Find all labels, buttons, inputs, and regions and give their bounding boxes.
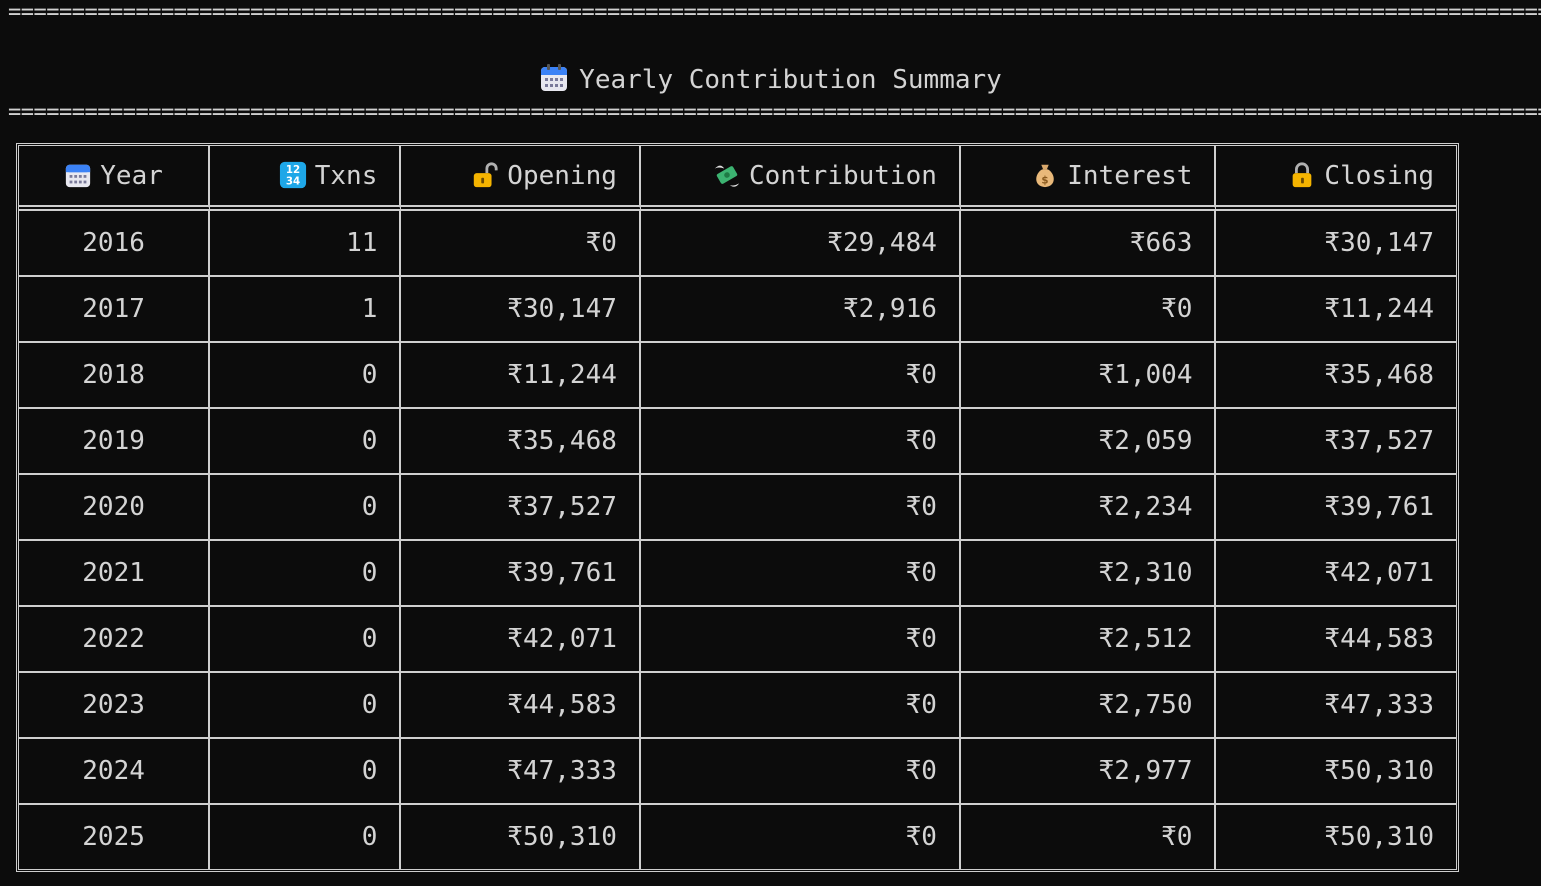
cell-closing: ₹30,147 <box>1216 211 1456 277</box>
table-row: 2022 0 ₹42,071 ₹0 ₹2,512 ₹44,583 <box>19 607 1456 673</box>
cell-year: 2019 <box>19 409 211 475</box>
cell-interest: ₹1,004 <box>960 343 1217 409</box>
cell-year: 2020 <box>19 475 211 541</box>
cell-year: 2022 <box>19 607 211 673</box>
cell-contribution: ₹0 <box>640 541 961 607</box>
table-row: 2020 0 ₹37,527 ₹0 ₹2,234 ₹39,761 <box>19 475 1456 541</box>
cell-contribution: ₹0 <box>640 673 961 739</box>
cell-txns: 0 <box>210 409 402 475</box>
cell-txns: 0 <box>210 541 402 607</box>
table-row: 2019 0 ₹35,468 ₹0 ₹2,059 ₹37,527 <box>19 409 1456 475</box>
column-label-interest: Interest <box>1067 160 1193 191</box>
cell-opening: ₹44,583 <box>401 673 641 739</box>
cell-interest: ₹2,234 <box>960 475 1217 541</box>
cell-contribution: ₹0 <box>640 343 961 409</box>
column-label-year: Year <box>100 160 163 191</box>
unlocked-padlock-icon <box>474 161 498 187</box>
cell-closing: ₹47,333 <box>1216 673 1456 739</box>
cell-txns: 0 <box>210 343 402 409</box>
cell-year: 2025 <box>19 805 211 869</box>
locked-padlock-icon <box>1293 161 1312 187</box>
cell-closing: ₹11,244 <box>1216 277 1456 343</box>
cell-year: 2024 <box>19 739 211 805</box>
cell-year: 2021 <box>19 541 211 607</box>
table-row: 2023 0 ₹44,583 ₹0 ₹2,750 ₹47,333 <box>19 673 1456 739</box>
cell-closing: ₹50,310 <box>1324 822 1434 852</box>
svg-text:12: 12 <box>286 164 300 176</box>
column-header-contribution: Contribution <box>640 146 961 211</box>
cell-interest: ₹0 <box>961 805 1217 869</box>
cell-txns: 0 <box>210 739 402 805</box>
cell-interest: ₹2,750 <box>960 673 1217 739</box>
column-label-contribution: Contribution <box>749 160 937 191</box>
cell-year: 2016 <box>19 211 211 277</box>
cell-contribution: ₹29,484 <box>640 211 961 277</box>
table-row: 2017 1 ₹30,147 ₹2,916 ₹0 ₹11,244 <box>19 277 1456 343</box>
money-bag-icon: $ <box>1036 164 1054 187</box>
calendar-icon <box>66 164 91 187</box>
cell-txns: 0 <box>210 475 402 541</box>
cell-opening: ₹50,310 <box>401 805 641 869</box>
page-title: Yearly Contribution Summary <box>0 62 1541 103</box>
table-row: 2021 0 ₹39,761 ₹0 ₹2,310 ₹42,071 <box>19 541 1456 607</box>
cell-opening: ₹0 <box>401 211 641 277</box>
title-text: Yearly Contribution Summary <box>579 65 1002 95</box>
cell-year: 2018 <box>19 343 211 409</box>
cell-contribution: ₹2,916 <box>640 277 961 343</box>
cell-interest: ₹2,059 <box>960 409 1217 475</box>
cell-closing: ₹50,310 <box>1216 739 1456 805</box>
cell-closing: ₹37,527 <box>1216 409 1456 475</box>
svg-text:34: 34 <box>286 175 300 187</box>
cell-txns: 0 <box>210 673 402 739</box>
contribution-table: Year 12 34 Txns Opening <box>16 143 1459 872</box>
cell-opening: ₹39,761 <box>401 541 641 607</box>
svg-text:$: $ <box>1042 174 1049 186</box>
cell-interest: ₹2,310 <box>960 541 1217 607</box>
column-header-closing: Closing <box>1216 146 1456 211</box>
cell-contribution: ₹0 <box>640 607 961 673</box>
column-header-opening: Opening <box>401 146 641 211</box>
calendar-icon <box>539 63 569 103</box>
cell-contribution: ₹0 <box>640 475 961 541</box>
cell-opening: ₹42,071 <box>401 607 641 673</box>
cell-contribution: ₹0 <box>640 739 961 805</box>
cell-contribution: ₹0 <box>640 409 961 475</box>
cell-txns: 1 <box>210 277 402 343</box>
header-row: Year 12 34 Txns Opening <box>19 146 1456 211</box>
cell-closing: ₹39,761 <box>1216 475 1456 541</box>
money-with-wings-icon <box>714 165 740 187</box>
cell-contribution: ₹0 <box>641 805 961 869</box>
cell-year: 2023 <box>19 673 211 739</box>
cell-interest: ₹663 <box>960 211 1217 277</box>
column-label-closing: Closing <box>1324 160 1434 191</box>
column-header-txns: 12 34 Txns <box>210 146 402 211</box>
column-header-interest: $ Interest <box>960 146 1217 211</box>
cell-opening: ₹35,468 <box>401 409 641 475</box>
numbers-icon: 12 34 <box>279 161 306 188</box>
cell-closing: ₹44,583 <box>1216 607 1456 673</box>
cell-closing: ₹42,071 <box>1216 541 1456 607</box>
cell-opening: ₹11,244 <box>401 343 641 409</box>
cell-opening: ₹37,527 <box>401 475 641 541</box>
bottom-divider: ========================================… <box>8 102 1541 124</box>
cell-txns: 11 <box>210 211 402 277</box>
table-row: 2024 0 ₹47,333 ₹0 ₹2,977 ₹50,310 <box>19 739 1456 805</box>
cell-interest: ₹0 <box>960 277 1217 343</box>
cell-txns: 0 <box>210 805 402 869</box>
column-label-txns: Txns <box>314 160 378 191</box>
cell-txns: 0 <box>210 607 402 673</box>
cell-interest: ₹2,512 <box>960 607 1217 673</box>
cell-opening: ₹47,333 <box>401 739 641 805</box>
table-row: 2018 0 ₹11,244 ₹0 ₹1,004 ₹35,468 <box>19 343 1456 409</box>
cell-interest: ₹2,977 <box>960 739 1217 805</box>
cell-year: 2017 <box>19 277 211 343</box>
cell-opening: ₹30,147 <box>401 277 641 343</box>
top-divider: ========================================… <box>8 2 1541 24</box>
column-label-opening: Opening <box>507 160 617 191</box>
table-row: 2025 0 ₹50,310 ₹0 ₹0 ₹50,310 <box>19 805 1456 869</box>
table-row: 2016 11 ₹0 ₹29,484 ₹663 ₹30,147 <box>19 211 1456 277</box>
cell-closing: ₹35,468 <box>1216 343 1456 409</box>
column-header-year: Year <box>19 146 211 211</box>
